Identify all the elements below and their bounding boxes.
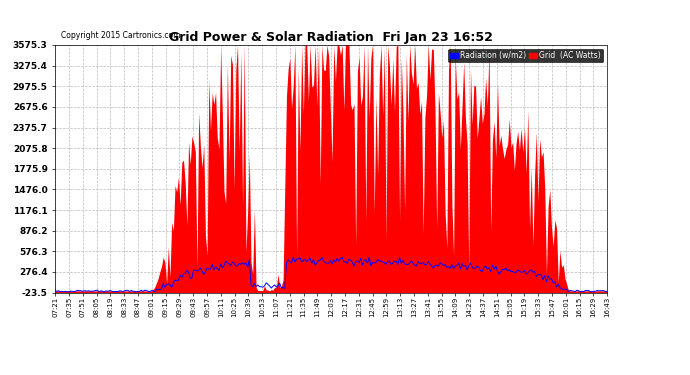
Legend: Radiation (w/m2), Grid  (AC Watts): Radiation (w/m2), Grid (AC Watts) (448, 49, 603, 62)
Title: Grid Power & Solar Radiation  Fri Jan 23 16:52: Grid Power & Solar Radiation Fri Jan 23 … (169, 31, 493, 44)
Text: Copyright 2015 Cartronics.com: Copyright 2015 Cartronics.com (61, 31, 180, 40)
